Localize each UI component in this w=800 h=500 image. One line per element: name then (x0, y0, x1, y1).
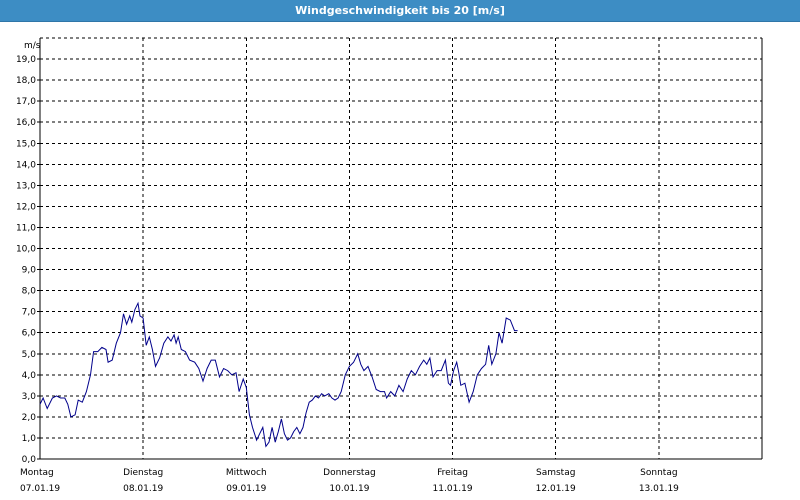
chart-area: 0,0 1,0 2,0 3,0 4,0 5,0 6,0 7,0 8,0 9,0 10,0 11,0 12… (0, 22, 800, 500)
x-day-label: Montag (20, 468, 54, 478)
y-tick-label: 13,0 (16, 181, 36, 191)
y-tick-label: 19,0 (16, 55, 36, 65)
y-tick-label: 4,0 (22, 371, 37, 381)
y-tick-label: 2,0 (22, 413, 37, 423)
y-axis: 0,0 1,0 2,0 3,0 4,0 5,0 6,0 7,0 8,0 9,0 10,0 11,0 12… (16, 38, 41, 465)
x-day-label: Mittwoch (226, 468, 267, 478)
wind-speed-chart: 0,0 1,0 2,0 3,0 4,0 5,0 6,0 7,0 8,0 9,0 10,0 11,0 12… (16, 37, 763, 494)
x-day-label: Donnerstag (323, 468, 376, 478)
x-date-label: 13.01.19 (639, 484, 679, 494)
y-tick-label: 5,0 (22, 350, 37, 360)
y-tick-label: 11,0 (16, 223, 36, 233)
y-tick-label: 17,0 (16, 97, 36, 107)
y-tick-label: 3,0 (22, 392, 37, 402)
y-tick-label: 15,0 (16, 139, 36, 149)
x-day-label: Samstag (536, 468, 575, 478)
x-date-label: 11.01.19 (433, 484, 473, 494)
x-date-label: 09.01.19 (226, 484, 266, 494)
y-tick-label: 18,0 (16, 76, 36, 86)
x-day-label: Dienstag (123, 468, 163, 478)
chart-title: Windgeschwindigkeit bis 20 [m/s] (0, 0, 800, 22)
x-date-label: 10.01.19 (329, 484, 369, 494)
y-tick-label: 9,0 (22, 266, 37, 276)
x-day-label: Sonntag (640, 468, 677, 478)
y-tick-label: 7,0 (22, 308, 37, 318)
grid (40, 37, 762, 459)
wind-speed-series-line (39, 301, 518, 448)
y-tick-label: 16,0 (16, 118, 36, 128)
y-tick-label: 6,0 (22, 329, 37, 339)
y-tick-label: 1,0 (22, 434, 37, 444)
y-tick-label: 12,0 (16, 202, 36, 212)
x-date-label: 07.01.19 (20, 484, 60, 494)
y-tick-label: 14,0 (16, 160, 36, 170)
x-date-label: 12.01.19 (536, 484, 576, 494)
x-date-label: 08.01.19 (123, 484, 163, 494)
y-axis-unit-label: m/s (24, 41, 41, 51)
y-tick-label: 0,0 (22, 455, 37, 465)
x-axis: Montag 07.01.19 Dienstag 08.01.19 Mittwoch 09… (20, 38, 763, 494)
y-tick-label: 8,0 (22, 287, 37, 297)
y-tick-label: 10,0 (16, 245, 36, 255)
x-day-label: Freitag (437, 468, 468, 478)
